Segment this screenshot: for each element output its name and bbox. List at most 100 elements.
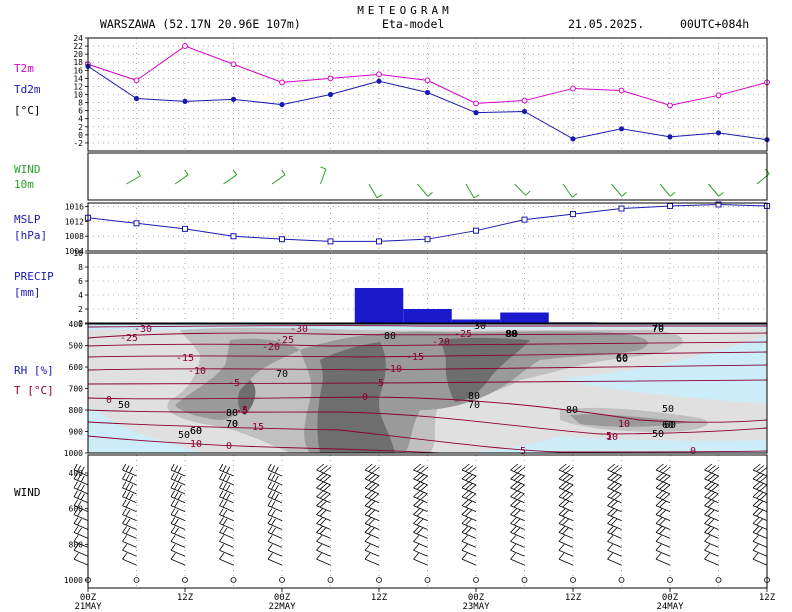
wind-barb-feather xyxy=(416,527,424,535)
wind-barb-feather xyxy=(659,518,666,526)
wind-barb-feather xyxy=(226,484,231,492)
temp-contour-label: 0 xyxy=(106,395,112,406)
wind-barb-feather xyxy=(517,466,526,474)
wind-barb xyxy=(607,558,622,566)
wind-barb-feather xyxy=(610,509,618,517)
wind-barb-feather xyxy=(607,463,616,471)
wind-barb-feather xyxy=(420,493,428,501)
wind-barb xyxy=(316,505,331,513)
mslp-point xyxy=(279,236,285,243)
temp-contour-label: -20 xyxy=(262,342,280,353)
wind-barb-feather xyxy=(517,484,525,492)
wind-barb xyxy=(461,523,477,530)
wind-barb-feather xyxy=(73,481,78,489)
wind-calm-circle xyxy=(133,577,140,583)
wind-barb-feather xyxy=(271,527,276,535)
panel-frame xyxy=(87,252,768,324)
wind-barb-feather xyxy=(170,544,176,551)
y-tick-label: 900 xyxy=(69,428,84,437)
wind-barb-feather xyxy=(461,463,470,471)
wind-barb xyxy=(655,532,671,539)
wind-barb xyxy=(219,514,234,521)
wind-barb-feather xyxy=(513,500,521,508)
wind-barb-feather xyxy=(122,526,127,533)
panel-frame xyxy=(87,152,768,201)
wind-barb xyxy=(752,514,768,521)
wind-barb xyxy=(73,505,89,513)
wind-barb-feather xyxy=(655,463,664,471)
wind10m-barb-feather xyxy=(621,192,627,197)
wind-barb xyxy=(219,549,234,557)
T2m-line xyxy=(87,45,768,106)
wind-barb-feather xyxy=(222,518,228,526)
wind-barb-feather xyxy=(316,543,323,551)
temp-contour-label: -5 xyxy=(228,378,240,389)
wind-barb-feather xyxy=(465,465,474,472)
wind-barb-feather xyxy=(170,490,175,497)
wind-barb xyxy=(73,549,89,557)
wind-barb-feather xyxy=(122,544,128,551)
wind-barb-feather xyxy=(759,493,767,501)
t2m-point xyxy=(667,102,673,109)
wind-barb-feather xyxy=(707,518,715,526)
wind-barb xyxy=(461,540,477,548)
wind-barb-feather xyxy=(170,517,176,524)
wind-barb-feather xyxy=(177,484,182,492)
wind-barb-feather xyxy=(364,499,372,506)
wind-calm-circle xyxy=(230,577,237,583)
wind-barb xyxy=(122,540,137,548)
wind-barb-feather xyxy=(125,518,131,526)
wind-barb-feather xyxy=(122,481,127,489)
wind-barb-feather xyxy=(614,484,622,492)
wind-barb-feather xyxy=(607,490,615,498)
wind-barb-feather xyxy=(558,526,566,533)
wind-barb xyxy=(558,514,574,521)
temp-contour-label: -25 xyxy=(120,333,138,344)
wind-barb-feather xyxy=(174,492,179,499)
wind-barb-feather xyxy=(562,500,570,508)
mslp-point xyxy=(715,201,722,208)
wind-barb-feather xyxy=(510,526,517,533)
temp-contour-label: 5 xyxy=(520,446,526,457)
wind-barb-feather xyxy=(565,466,574,474)
wind-barb-feather xyxy=(513,509,521,517)
meteogram-title: METEOGRAM xyxy=(357,4,453,17)
wind-barb xyxy=(73,558,89,566)
wind-barb-feather xyxy=(655,543,662,551)
wind-barb-feather xyxy=(219,535,224,542)
td2m-point xyxy=(667,134,673,140)
mslp-point xyxy=(521,216,528,223)
wind-barb-feather xyxy=(77,527,82,535)
wind-barb-feather xyxy=(461,490,469,498)
t2m-point xyxy=(376,71,382,78)
wind-barb-feather xyxy=(413,508,421,515)
wind-barb-feather xyxy=(319,483,328,490)
wind-barb-feather xyxy=(707,465,716,472)
wind-barb-feather xyxy=(73,499,79,506)
wind-barb-feather xyxy=(267,544,273,551)
wind-barb-feather xyxy=(219,544,225,551)
run-label: 00UTC+084h xyxy=(680,17,749,31)
wind-barb xyxy=(461,532,477,539)
x-tick-label: 12Z xyxy=(565,593,582,603)
wind-barb xyxy=(316,514,331,521)
wind10m-barb-feather xyxy=(473,194,480,199)
rh-contour-label: 70 xyxy=(468,400,480,411)
wind-barb-feather xyxy=(170,535,176,542)
wind-barb-feather xyxy=(562,465,571,472)
wind-barb xyxy=(413,540,428,548)
wind-barb-feather xyxy=(364,526,372,533)
wind-barb-feather xyxy=(316,526,323,533)
wind-barb-feather xyxy=(756,465,765,472)
wind-calm-circle xyxy=(327,577,334,583)
wind10m-barb xyxy=(417,183,429,197)
wind-barb-feather xyxy=(73,544,79,551)
temp-contour-label: -15 xyxy=(176,353,194,364)
wind-barb-feather xyxy=(73,490,78,497)
wind-barb-feather xyxy=(558,508,566,515)
wind-barb-feather xyxy=(756,483,764,490)
y-tick-label: 400 xyxy=(69,469,84,478)
wind-barb-feather xyxy=(368,518,375,526)
wind10m-barb xyxy=(126,175,141,185)
